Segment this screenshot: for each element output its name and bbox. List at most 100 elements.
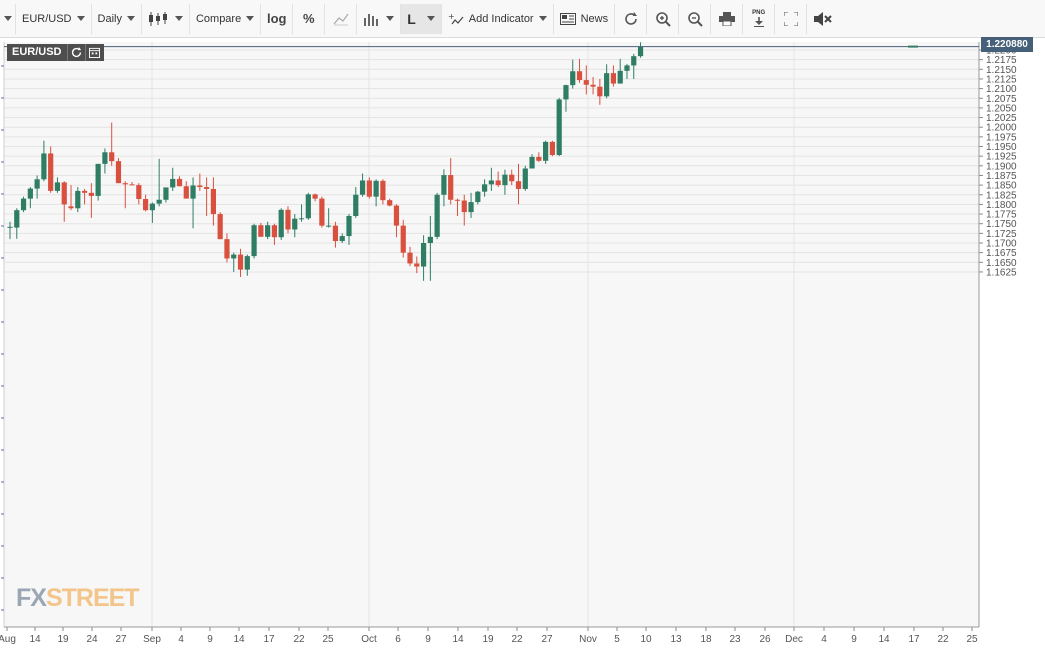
candle-body bbox=[305, 194, 311, 219]
x-tick-label: 27 bbox=[115, 634, 127, 645]
x-tick-label: 13 bbox=[670, 634, 682, 645]
y-tick-label: 1.1825 bbox=[986, 190, 1017, 201]
y-tick-label: 1.1675 bbox=[986, 248, 1017, 259]
candle-body bbox=[115, 161, 122, 184]
y-tick-label: 1.2150 bbox=[986, 65, 1017, 76]
candle-body bbox=[536, 156, 542, 161]
x-tick-label: Oct bbox=[361, 634, 377, 645]
x-tick-label: 14 bbox=[452, 634, 464, 645]
candle-body bbox=[570, 71, 576, 86]
candle-body bbox=[610, 73, 617, 84]
compare-label: Compare bbox=[195, 12, 242, 25]
x-tick-label: 4 bbox=[821, 634, 827, 645]
svg-text:+: + bbox=[448, 12, 455, 21]
download-png-button[interactable]: PNG bbox=[743, 3, 776, 34]
draw-trendline-button[interactable] bbox=[325, 3, 358, 34]
symbol-select[interactable]: EUR/USD bbox=[16, 3, 92, 34]
candle-body bbox=[48, 153, 54, 191]
print-button[interactable] bbox=[711, 3, 744, 34]
period-select[interactable]: Daily bbox=[92, 3, 142, 34]
candle-body bbox=[326, 225, 332, 227]
compare-select[interactable]: Compare bbox=[190, 3, 262, 34]
plot-background bbox=[4, 42, 979, 627]
candle-body bbox=[251, 225, 257, 257]
y-tick-label: 1.1775 bbox=[986, 210, 1017, 221]
candle-body bbox=[441, 175, 447, 195]
candle-body bbox=[170, 178, 176, 188]
candle-body bbox=[244, 256, 250, 270]
candle-body bbox=[509, 174, 515, 182]
line-style-select[interactable]: L bbox=[401, 3, 442, 34]
candle-body bbox=[217, 214, 223, 240]
candle-body bbox=[292, 218, 298, 230]
candle-body bbox=[346, 215, 352, 237]
candle-body bbox=[75, 190, 81, 209]
x-tick-label: 22 bbox=[511, 634, 523, 645]
price-chart[interactable]: 1.22001.21751.21501.21251.21001.20751.20… bbox=[0, 38, 1045, 657]
expand-icon bbox=[783, 11, 798, 26]
news-toggle[interactable]: News bbox=[554, 3, 616, 34]
candle-body bbox=[420, 243, 427, 267]
log-scale-toggle[interactable]: log bbox=[261, 3, 294, 34]
x-tick-label: 5 bbox=[614, 634, 620, 645]
candle-body bbox=[454, 199, 461, 201]
candle-body bbox=[488, 180, 494, 185]
candlestick-chart[interactable]: 1.22001.21751.21501.21251.21001.20751.20… bbox=[0, 38, 1045, 657]
candle-body bbox=[495, 180, 501, 186]
y-tick-label: 1.2175 bbox=[986, 55, 1017, 66]
percent-scale-toggle[interactable]: % bbox=[293, 3, 326, 34]
refresh-button[interactable] bbox=[615, 3, 648, 34]
symbol-badge: EUR/USD bbox=[7, 44, 104, 61]
candle-body bbox=[482, 184, 488, 192]
candle-body bbox=[475, 191, 481, 203]
candle-body bbox=[176, 178, 183, 187]
candle-body bbox=[380, 180, 386, 201]
x-tick-label: 24 bbox=[86, 634, 98, 645]
zoom-in-button[interactable] bbox=[647, 3, 680, 34]
candle-body bbox=[183, 186, 189, 199]
fxstreet-logo: FXSTREET bbox=[16, 584, 140, 613]
mute-button[interactable] bbox=[807, 4, 839, 34]
add-indicator-select[interactable]: + Add Indicator bbox=[442, 3, 554, 34]
candle-body bbox=[359, 180, 366, 195]
reload-icon[interactable] bbox=[68, 44, 86, 61]
x-tick-label: 19 bbox=[57, 634, 69, 645]
indicator-icon: + bbox=[448, 12, 464, 26]
line-style-label: L bbox=[407, 10, 416, 27]
x-tick-label: 9 bbox=[851, 634, 857, 645]
candle-body bbox=[7, 226, 13, 228]
menu-dropdown-button[interactable] bbox=[0, 3, 16, 34]
candle-body bbox=[353, 194, 359, 216]
y-tick-label: 1.1625 bbox=[986, 267, 1017, 278]
candle-body bbox=[109, 152, 115, 162]
x-tick-label: 25 bbox=[966, 634, 978, 645]
candle-body bbox=[143, 198, 149, 211]
y-tick-label: 1.1975 bbox=[986, 132, 1017, 143]
volume-select[interactable] bbox=[357, 3, 402, 34]
candle-body bbox=[576, 71, 583, 81]
candle-body bbox=[41, 153, 47, 180]
candle-body bbox=[590, 84, 596, 87]
candle-body bbox=[149, 203, 155, 211]
x-tick-label: 25 bbox=[322, 634, 334, 645]
candle-body bbox=[210, 188, 216, 215]
y-tick-label: 1.1925 bbox=[986, 152, 1017, 163]
candle-body bbox=[20, 198, 27, 211]
symbol-badge-label: EUR/USD bbox=[7, 44, 68, 61]
candle-body bbox=[54, 182, 61, 191]
x-tick-label: 14 bbox=[29, 634, 41, 645]
candle-body bbox=[583, 80, 589, 85]
candle-body bbox=[265, 225, 271, 237]
calendar-icon[interactable] bbox=[86, 44, 104, 61]
chart-type-select[interactable] bbox=[142, 3, 190, 34]
y-tick-label: 1.1725 bbox=[986, 229, 1017, 240]
logo-part-fx: FX bbox=[16, 584, 47, 612]
y-tick-label: 1.2000 bbox=[986, 123, 1017, 134]
mute-icon bbox=[814, 11, 832, 26]
candle-body bbox=[624, 65, 630, 71]
x-tick-label: 9 bbox=[425, 634, 431, 645]
x-tick-label: 17 bbox=[263, 634, 275, 645]
zoom-out-button[interactable] bbox=[679, 3, 712, 34]
fullscreen-button[interactable] bbox=[775, 3, 808, 34]
x-tick-label: 19 bbox=[482, 634, 494, 645]
